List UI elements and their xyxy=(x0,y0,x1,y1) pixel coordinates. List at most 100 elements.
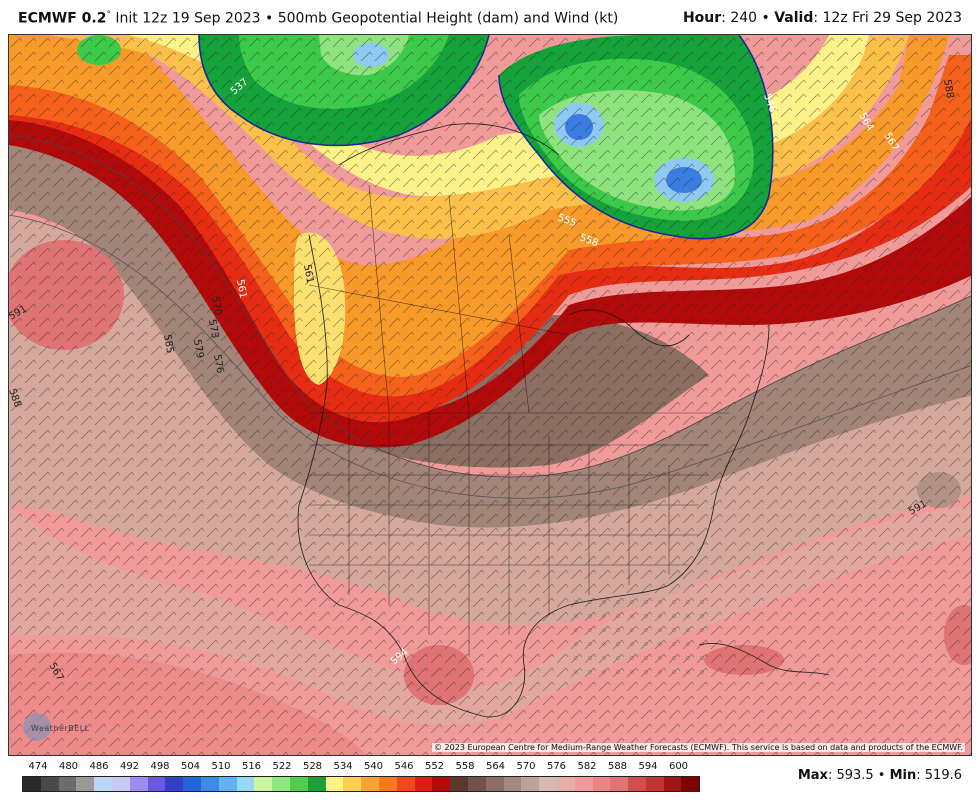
legend-label: 516 xyxy=(241,761,262,772)
legend-swatch xyxy=(147,777,166,791)
legend-swatch xyxy=(503,777,522,791)
legend-swatch xyxy=(539,777,557,791)
header: ECMWF 0.2° Init 12z 19 Sep 2023 • 500mb … xyxy=(0,0,980,34)
resolution-degree: ° xyxy=(106,10,111,20)
legend-swatch xyxy=(111,777,130,791)
legend-label: 534 xyxy=(333,761,353,772)
copyright-notice: © 2023 European Centre for Medium-Range … xyxy=(432,743,965,752)
contour-label: 576 xyxy=(211,354,225,375)
legend-label: 582 xyxy=(577,761,597,772)
legend-swatch xyxy=(361,777,379,791)
calm-wind-area xyxy=(569,595,709,675)
legend-label: 540 xyxy=(363,761,384,772)
legend-swatch xyxy=(432,777,451,791)
legend-swatch xyxy=(272,777,290,791)
legend-swatch xyxy=(610,777,629,791)
legend-swatch xyxy=(200,777,219,791)
legend-labels: 474 480 486 492 498 504 510 516 522 528 534 540 546 5… xyxy=(18,760,698,774)
legend-swatch xyxy=(467,777,486,791)
field-stats: Max: 593.5 • Min: 519.6 xyxy=(798,768,962,783)
watermark-text: WeatherBELL xyxy=(31,724,90,733)
legend-swatch xyxy=(485,777,504,791)
legend-swatch xyxy=(681,777,700,791)
legend-swatch xyxy=(450,777,468,791)
legend-swatch xyxy=(254,777,273,791)
legend-label: 486 xyxy=(89,761,109,772)
legend-colorbar xyxy=(22,776,700,792)
contour-540-east xyxy=(498,35,774,240)
legend-label: 570 xyxy=(516,761,536,772)
legend-label: 594 xyxy=(638,761,658,772)
legend-swatch xyxy=(574,777,593,791)
legend-label: 480 xyxy=(58,761,79,772)
contour-label: 561 xyxy=(301,264,315,285)
legend-label: 504 xyxy=(180,761,201,772)
legend-label: 552 xyxy=(424,761,445,772)
forecast-map[interactable]: 537 561 564 567 570 573 576 579 585 588 … xyxy=(8,34,972,756)
legend-swatch xyxy=(40,777,59,791)
model-name: ECMWF 0.2 xyxy=(18,10,107,27)
title: ECMWF 0.2° Init 12z 19 Sep 2023 • 500mb … xyxy=(18,10,618,27)
min-label: Min xyxy=(889,768,917,783)
legend-swatch xyxy=(663,777,682,791)
legend-label: 576 xyxy=(546,761,567,772)
borders xyxy=(308,184,729,655)
contour-label: 561 xyxy=(234,279,248,300)
legend-swatch xyxy=(236,777,255,791)
max-value: : 593.5 • xyxy=(827,768,890,783)
legend-label: 600 xyxy=(668,761,689,772)
legend-label: 558 xyxy=(455,761,475,772)
legend-label: 510 xyxy=(211,761,231,772)
legend-label: 522 xyxy=(272,761,292,772)
contour-582 xyxy=(9,214,971,499)
legend-swatch xyxy=(76,777,95,791)
max-label: Max xyxy=(797,768,828,783)
valid-label: Valid xyxy=(774,10,814,26)
hour-value: : 240 • xyxy=(721,10,775,26)
map-canvas: 537 561 564 567 570 573 576 579 585 588 … xyxy=(9,35,971,755)
contour-label: 579 xyxy=(191,339,205,360)
legend-label: 528 xyxy=(302,761,323,772)
legend-swatch xyxy=(396,777,415,791)
legend-swatch xyxy=(58,777,77,791)
legend-label: 546 xyxy=(394,761,414,772)
legend-swatch xyxy=(307,777,326,791)
hour-label: Hour xyxy=(682,10,722,26)
legend-swatch xyxy=(645,777,664,791)
valid-time: Hour: 240 • Valid: 12z Fri 29 Sep 2023 xyxy=(683,10,962,26)
legend-label: 492 xyxy=(119,761,140,772)
coastlines xyxy=(297,123,830,718)
color-legend: 474 480 486 492 498 504 510 516 522 528 534 540 546 5… xyxy=(18,760,700,800)
legend-label: 588 xyxy=(607,761,628,772)
legend-label: 474 xyxy=(28,761,48,772)
legend-swatch xyxy=(23,777,41,791)
legend-swatch xyxy=(129,777,148,791)
legend-swatch xyxy=(414,777,433,791)
legend-swatch xyxy=(289,777,308,791)
contour-label: 588 xyxy=(9,387,23,409)
min-value: : 519.6 xyxy=(916,768,962,783)
wind-barbs-layer xyxy=(9,35,971,755)
legend-swatch xyxy=(556,777,575,791)
contour-label: 588 xyxy=(941,79,955,100)
legend-label: 564 xyxy=(485,761,506,772)
contour-label: 585 xyxy=(161,334,175,355)
legend-swatch xyxy=(218,777,237,791)
init-text: Init 12z 19 Sep 2023 • 500mb Geopotentia… xyxy=(115,10,619,27)
legend-swatch xyxy=(378,777,397,791)
legend-swatch xyxy=(592,777,611,791)
legend-swatch xyxy=(521,777,540,791)
legend-swatch xyxy=(343,777,362,791)
legend-swatch xyxy=(94,777,112,791)
legend-swatch xyxy=(325,777,344,791)
contour-540-west xyxy=(198,35,490,147)
contour-576 xyxy=(9,134,971,478)
legend-swatch xyxy=(183,777,201,791)
watermark-globe-icon xyxy=(23,713,51,741)
legend-swatch xyxy=(165,777,184,791)
legend-swatch xyxy=(628,777,646,791)
contour-label: 573 xyxy=(206,319,220,340)
valid-value: : 12z Fri 29 Sep 2023 xyxy=(813,10,962,26)
contour-label: 570 xyxy=(209,296,223,317)
legend-label: 498 xyxy=(150,761,170,772)
